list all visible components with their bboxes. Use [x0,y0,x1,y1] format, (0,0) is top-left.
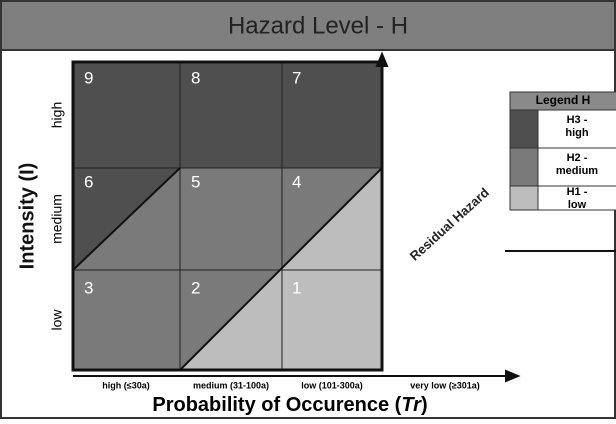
high-row [73,62,382,168]
x-title-italic: Tr [401,394,422,416]
legend-swatch [509,185,539,211]
y-level: medium [49,194,65,244]
x-title-end: ) [421,394,428,416]
cell-number: 6 [84,172,93,191]
legend-label: H2 - [567,152,588,164]
x-level: high (≤30a) [102,380,149,390]
legend-label: low [568,199,587,211]
y-level: high [49,102,65,128]
legend: Legend H H3 -high H2 -medium H1 -low [509,91,616,211]
x-level: medium (31-100a) [193,380,269,390]
title: Hazard Level - H [228,12,408,39]
x-level: low (101-300a) [301,380,363,390]
legend-label: H1 - [567,186,588,198]
cell-number: 4 [292,172,301,191]
x-title-main: Probability of Occurence ( [152,394,401,416]
y-level: low [49,309,65,331]
x-level: very low (≥301a) [410,380,479,390]
legend-label: medium [556,165,598,177]
x-axis-title: Probability of Occurence (Tr) [152,394,427,416]
matrix: 9 8 7 6 5 4 3 2 1 [71,60,384,372]
cell-number: 3 [84,278,93,297]
title-bar [0,0,616,51]
legend-label: H3 - [567,114,588,126]
y-axis-title: Intensity (I) [16,163,38,270]
cell-number: 9 [84,68,93,87]
axes [73,51,521,383]
cell-number: 2 [191,278,200,297]
legend-title: Legend H [536,93,591,107]
cell-number: 8 [191,68,200,87]
legend-swatch [509,109,539,149]
legend-label: high [565,127,588,139]
cell-number: 1 [292,278,301,297]
cell-number: 5 [191,172,200,191]
cell-number: 7 [292,68,301,87]
legend-swatch [509,147,539,187]
